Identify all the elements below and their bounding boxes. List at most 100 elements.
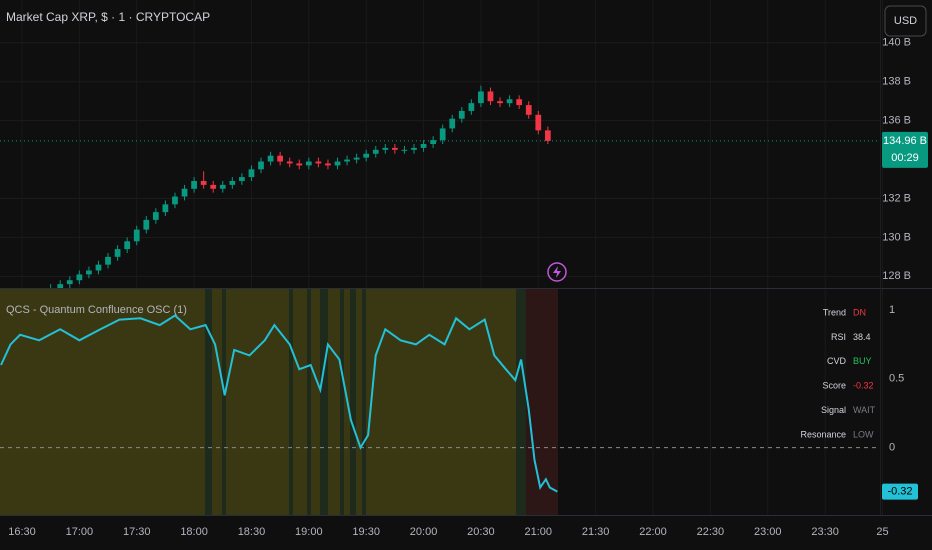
y-tick-label: 0 (889, 441, 895, 453)
candle-body (239, 177, 245, 181)
candle-body (86, 270, 92, 275)
bull-zone (0, 288, 520, 515)
table-value: WAIT (853, 405, 876, 415)
candle-body (296, 163, 303, 166)
candle-body (325, 163, 331, 166)
table-value: BUY (853, 356, 872, 366)
x-tick-label: 25 (876, 526, 888, 538)
x-tick-label: 21:30 (582, 526, 610, 538)
event-icon[interactable] (547, 262, 567, 282)
stripe (320, 288, 328, 515)
chart-title: Market Cap XRP, $ · 1 · CRYPTOCAP (6, 10, 210, 24)
table-value: 38.4 (853, 332, 871, 342)
table-label: CVD (827, 356, 847, 366)
last-price-label: 134.96 B (883, 135, 927, 147)
x-tick-label: 19:30 (352, 526, 380, 538)
lightning[interactable] (553, 266, 561, 278)
candle-body (124, 241, 131, 250)
candle-body (277, 155, 284, 162)
indicator-table: Trend DN RSI 38.4 CVD BUY Score -0.32 Signal WAIT… (800, 307, 875, 439)
x-tick-label: 19:00 (295, 526, 323, 538)
currency-button[interactable] (884, 5, 927, 37)
candle-body (286, 161, 293, 164)
x-tick-label: 23:30 (811, 526, 839, 538)
last-value-label: -0.32 (887, 486, 912, 498)
candle-body (334, 161, 341, 166)
table-value: LOW (853, 429, 874, 439)
x-tick-label: 16:30 (8, 526, 36, 538)
candle-body (152, 212, 159, 220)
candle-body (497, 101, 503, 104)
candle-body (191, 180, 197, 189)
y-tick-label: 132 B (882, 192, 911, 204)
candle-body (305, 161, 312, 166)
stripe (222, 288, 226, 515)
y-tick-label: 138 B (882, 76, 911, 88)
stripe (340, 288, 344, 515)
regime-shading (0, 288, 558, 515)
stripe (307, 288, 311, 515)
oscillator-line (0, 314, 558, 493)
stripe (516, 288, 526, 515)
candle-body (420, 144, 427, 148)
candle-body (114, 249, 121, 257)
candle-body (210, 184, 217, 189)
candle-body (181, 188, 188, 197)
y-tick-label: 136 B (882, 115, 911, 127)
indicator-title: QCS - Quantum Confluence OSC (1) (6, 304, 187, 316)
candle-body (382, 147, 389, 150)
countdown: 00:29 (891, 152, 919, 164)
candle-body (525, 105, 532, 115)
candle-body (430, 140, 436, 144)
candle-body (439, 128, 446, 141)
candle-body (162, 204, 169, 213)
x-tick-label: 22:30 (697, 526, 725, 538)
candle-body (449, 118, 456, 129)
candle-body (66, 280, 73, 285)
candle-body (248, 169, 255, 178)
x-tick-label: 21:00 (525, 526, 553, 538)
table-value: -0.32 (853, 381, 874, 391)
y-tick-label: 130 B (882, 231, 911, 243)
y-tick-label: 1 (889, 304, 895, 316)
candle-body (219, 184, 226, 189)
x-tick-label: 17:00 (66, 526, 94, 538)
y-tick-label: 128 B (882, 270, 911, 282)
y-tick-label: 0.5 (889, 373, 904, 385)
x-tick-label: 18:00 (180, 526, 208, 538)
x-tick-label: 17:30 (123, 526, 151, 538)
stripe (205, 288, 212, 515)
candle-body (468, 103, 475, 111)
oscillator-pane (0, 314, 880, 493)
candle-body (95, 264, 102, 271)
candle-body (143, 219, 150, 230)
x-tick-label: 22:00 (639, 526, 667, 538)
stripe (362, 288, 366, 515)
candle-body (76, 274, 83, 281)
candle-body (401, 149, 408, 151)
table-label: Signal (821, 405, 846, 415)
candle-body (458, 110, 465, 119)
y-tick-label: 140 B (882, 37, 911, 49)
table-label: Score (822, 381, 846, 391)
bear-zone (526, 288, 558, 515)
currency-label[interactable]: USD (894, 15, 917, 27)
table-label: RSI (831, 332, 846, 342)
table-label: Trend (823, 307, 846, 317)
candle-body (105, 256, 111, 265)
table-value: DN (853, 307, 866, 317)
candle-body (353, 157, 360, 160)
candle-body (516, 99, 523, 106)
candle-body (487, 91, 494, 102)
candle-body (411, 147, 417, 150)
candle-body (267, 155, 274, 162)
x-tick-label: 23:00 (754, 526, 782, 538)
candle-body (506, 99, 513, 104)
x-tick-label: 20:00 (410, 526, 438, 538)
last-value-box (882, 483, 918, 500)
candle-body (372, 149, 379, 154)
candle-body (363, 153, 370, 158)
candle-body (478, 91, 484, 104)
